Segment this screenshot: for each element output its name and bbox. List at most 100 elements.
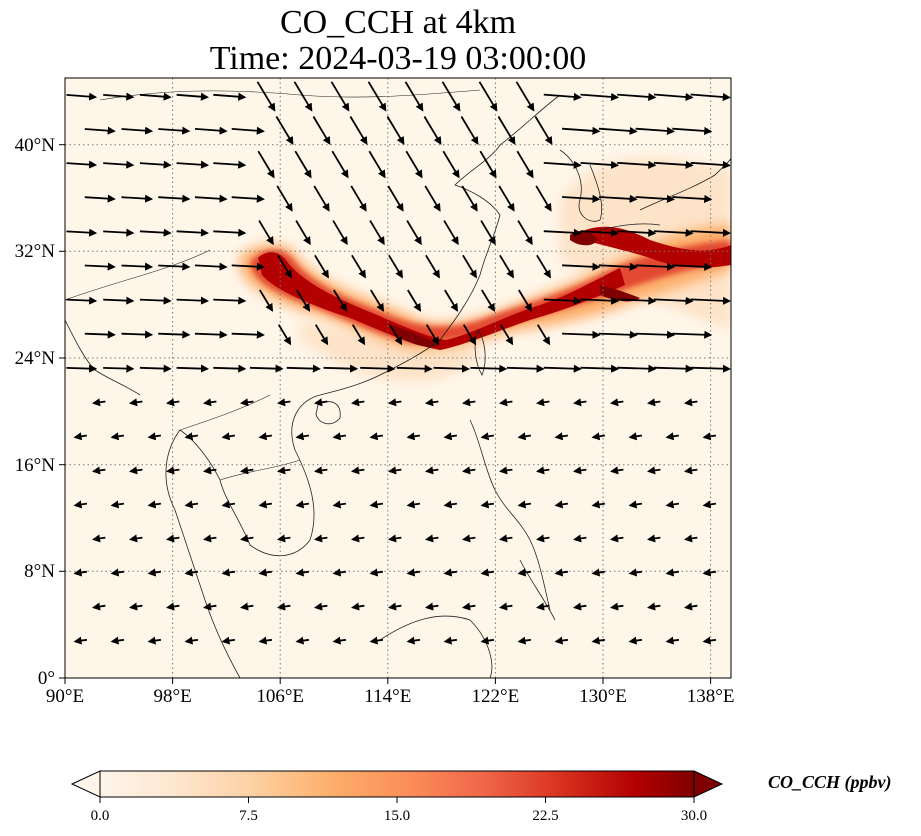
wind-arrow [461,534,476,543]
wind-arrow [213,228,247,237]
wind-arrow [293,81,313,112]
x-tick-label: 114°E [364,686,411,707]
wind-arrow [258,568,273,577]
wind-arrow [617,92,657,101]
wind-arrow [653,160,694,169]
wind-arrow [609,398,624,407]
wind-arrow [313,398,328,407]
wind-arrow [683,398,698,407]
wind-arrow [84,330,116,339]
wind-arrow [424,466,439,475]
wind-arrow [690,228,731,237]
wind-arrow [498,398,513,407]
wind-arrow [202,466,217,475]
wind-arrow [295,432,310,441]
wind-arrow [258,500,273,509]
wind-arrow [176,296,210,305]
wind-arrow [628,432,643,441]
wind-arrow [84,262,116,271]
y-tick-label: 24°N [15,348,56,369]
wind-arrow [535,534,550,543]
wind-arrow [672,330,713,339]
colorbar-label: CO_CCH (ppbv) [768,772,892,793]
wind-arrow [231,194,265,203]
wind-arrow [628,636,643,645]
wind-arrow [480,636,495,645]
wind-arrow [665,432,680,441]
wind-arrow [424,602,439,611]
wind-arrow [239,602,254,611]
wind-arrow [609,466,624,475]
wind-arrow [591,500,606,509]
wind-arrow [194,262,228,271]
wind-arrow [407,289,422,312]
wind-arrow [158,330,191,339]
wind-arrow [480,568,495,577]
wind-arrow [66,364,98,373]
wind-arrow [91,466,106,475]
wind-arrow [332,568,347,577]
wind-arrow [213,160,247,169]
wind-arrow [387,534,402,543]
wind-arrow [333,289,348,312]
wind-arrow [405,150,423,179]
wind-arrow [598,330,638,339]
wind-arrow [158,126,191,135]
wind-arrow [690,364,731,373]
wind-arrow [572,466,587,475]
wind-arrow [461,185,478,212]
wind-arrow [202,602,217,611]
wind-arrow [498,602,513,611]
wind-arrow [396,364,433,373]
wind-arrow [543,296,582,305]
wind-arrow [690,160,731,170]
wind-arrow [653,228,694,237]
wind-arrow [91,398,106,407]
chart-title-line1: CO_CCH at 4km [279,4,517,41]
wind-arrow [184,500,199,509]
wind-arrow [369,636,384,645]
wind-arrow [103,228,135,237]
wind-arrow [184,432,199,441]
wind-arrow [184,636,199,645]
wind-arrow [221,636,236,645]
x-tick-label: 130°E [579,686,627,707]
wind-arrow [554,500,569,509]
wind-arrow [286,364,321,373]
wind-arrow [213,296,247,305]
wind-arrow [598,126,638,135]
wind-arrow [515,81,535,112]
wind-arrow [388,254,403,279]
wind-arrow [517,636,532,645]
wind-arrow [386,116,405,145]
wind-arrow [517,568,532,577]
wind-arrow [535,398,550,407]
wind-arrow [498,466,513,475]
wind-arrow [128,534,143,543]
wind-arrow [423,116,442,145]
gridlines [65,78,731,678]
wind-arrow [165,466,180,475]
wind-arrow [239,398,254,407]
wind-arrow [128,602,143,611]
wind-arrow [350,398,365,407]
wind-arrow [554,432,569,441]
wind-arrow [295,500,310,509]
wind-arrow [231,126,265,135]
wind-arrow [139,296,172,305]
wind-arrow [690,296,731,305]
colorbar-tick-label: 0.0 [91,808,110,824]
wind-arrow [73,636,88,645]
wind-arrow [314,254,329,279]
wind-arrow [517,220,533,246]
wind-arrow [443,636,458,645]
wind-arrow [580,228,620,237]
wind-arrow [598,194,638,203]
wind-arrow [91,602,106,611]
wind-arrow [165,398,180,407]
wind-arrow [498,185,515,212]
wind-arrow [646,398,661,407]
wind-arrow [332,432,347,441]
wind-arrow [702,568,717,577]
wind-arrow [672,126,713,135]
